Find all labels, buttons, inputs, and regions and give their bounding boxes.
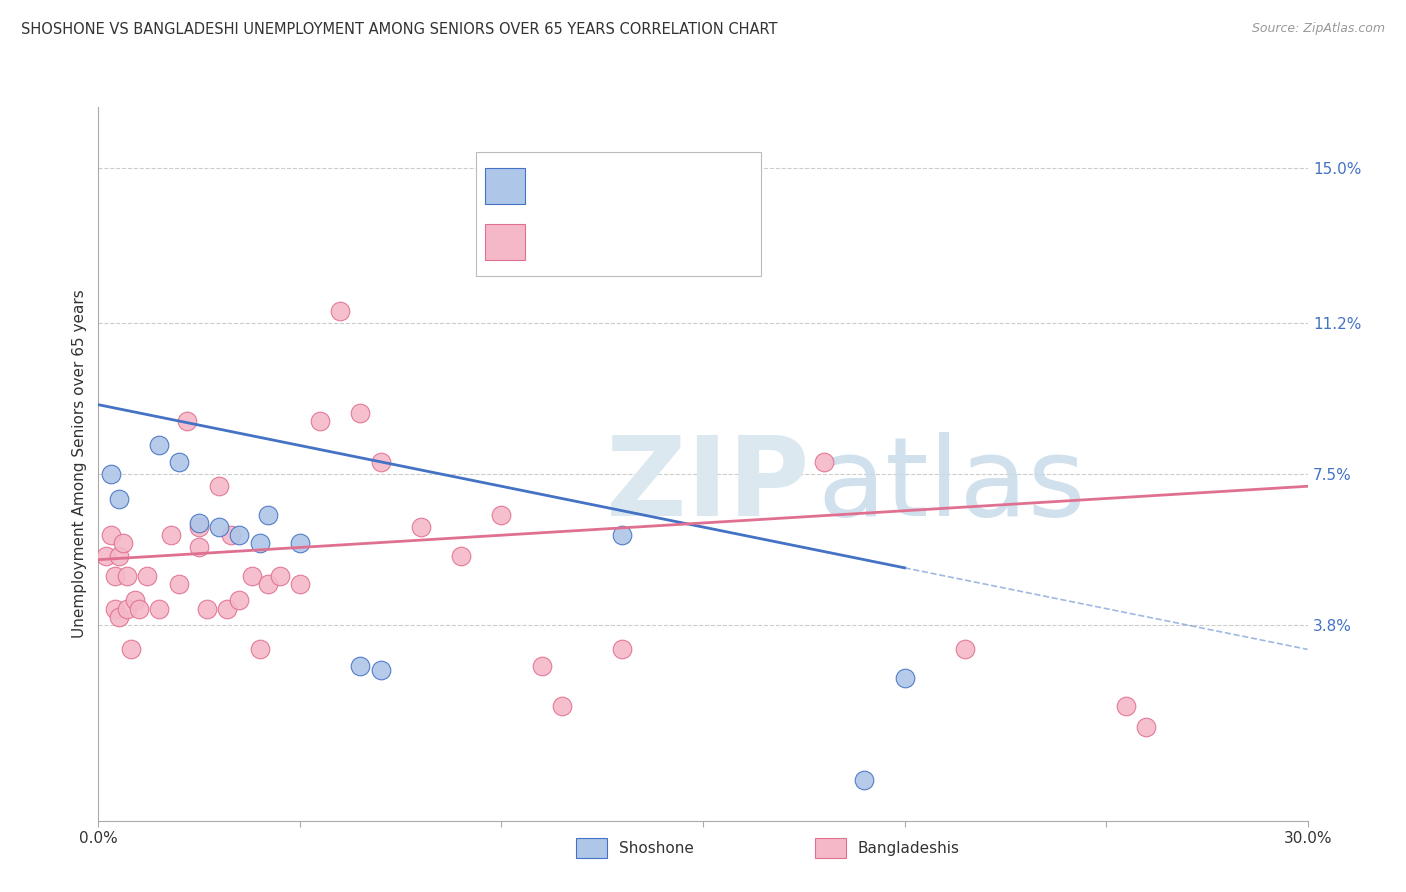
Point: [1135, 720, 1157, 734]
Point: [103, 569, 125, 583]
Point: [240, 569, 263, 583]
Point: [370, 455, 392, 469]
Point: [176, 414, 198, 428]
Point: [309, 414, 332, 428]
Text: ZIP: ZIP: [606, 432, 810, 539]
Point: [228, 528, 250, 542]
Point: [167, 577, 190, 591]
Text: Shoshone: Shoshone: [619, 841, 693, 855]
Point: [120, 642, 142, 657]
Text: Source: ZipAtlas.com: Source: ZipAtlas.com: [1251, 22, 1385, 36]
Point: [96, 549, 118, 563]
Text: Bangladeshis: Bangladeshis: [858, 841, 960, 855]
Point: [256, 508, 278, 522]
Point: [491, 508, 513, 522]
Point: [208, 520, 231, 534]
Point: [100, 467, 122, 481]
Point: [111, 536, 134, 550]
Point: [269, 569, 291, 583]
Point: [1115, 699, 1137, 714]
Point: [349, 406, 371, 420]
Point: [612, 642, 634, 657]
Bar: [815, 838, 846, 858]
Point: [115, 569, 138, 583]
Point: [103, 601, 125, 615]
Point: [409, 520, 432, 534]
Point: [349, 658, 371, 673]
Point: [124, 593, 146, 607]
Point: [195, 601, 218, 615]
Bar: [576, 838, 607, 858]
Point: [115, 601, 138, 615]
Point: [160, 528, 183, 542]
Point: [100, 528, 122, 542]
Point: [107, 609, 129, 624]
Text: atlas: atlas: [818, 432, 1087, 539]
Point: [128, 601, 150, 615]
Point: [329, 304, 352, 318]
Point: [853, 772, 876, 787]
Point: [893, 671, 915, 685]
Point: [813, 455, 835, 469]
Point: [217, 601, 239, 615]
Y-axis label: Unemployment Among Seniors over 65 years: Unemployment Among Seniors over 65 years: [72, 290, 87, 638]
Point: [107, 491, 129, 506]
Point: [249, 536, 271, 550]
Point: [288, 577, 311, 591]
Point: [188, 516, 211, 530]
Text: SHOSHONE VS BANGLADESHI UNEMPLOYMENT AMONG SENIORS OVER 65 YEARS CORRELATION CHA: SHOSHONE VS BANGLADESHI UNEMPLOYMENT AMO…: [21, 22, 778, 37]
Point: [450, 549, 472, 563]
Point: [167, 455, 190, 469]
Point: [530, 658, 553, 673]
Point: [148, 438, 170, 452]
Point: [208, 479, 231, 493]
Point: [249, 642, 271, 657]
Point: [256, 577, 278, 591]
Point: [148, 601, 170, 615]
Point: [612, 528, 634, 542]
Point: [188, 520, 211, 534]
Point: [107, 549, 129, 563]
Point: [221, 528, 243, 542]
Point: [135, 569, 157, 583]
Point: [953, 642, 976, 657]
Point: [370, 663, 392, 677]
Point: [288, 536, 311, 550]
Point: [551, 699, 574, 714]
Point: [228, 593, 250, 607]
Point: [188, 541, 211, 555]
